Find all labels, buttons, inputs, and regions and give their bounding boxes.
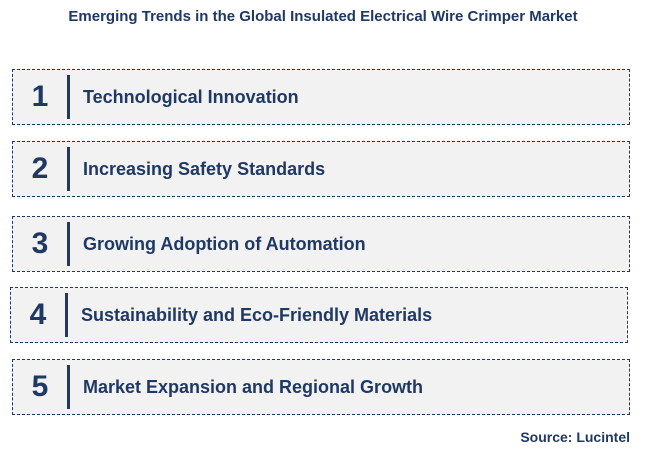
trend-item-5: 5 Market Expansion and Regional Growth: [12, 359, 630, 415]
trend-number: 4: [29, 298, 47, 331]
trend-number: 5: [31, 370, 49, 403]
trend-item-1: 1 Technological Innovation: [12, 69, 630, 125]
trend-divider: [67, 75, 70, 119]
trend-divider: [67, 365, 70, 409]
trend-item-2: 2 Increasing Safety Standards: [12, 141, 630, 197]
trend-label: Increasing Safety Standards: [83, 158, 326, 179]
page-title: Emerging Trends in the Global Insulated …: [68, 8, 578, 25]
trend-item-3: 3 Growing Adoption of Automation: [12, 216, 630, 272]
trend-label: Market Expansion and Regional Growth: [83, 376, 424, 397]
trend-divider: [67, 147, 70, 191]
trend-divider: [67, 222, 70, 266]
trend-divider: [65, 293, 68, 337]
trend-number: 1: [31, 80, 49, 113]
trend-label: Growing Adoption of Automation: [83, 233, 366, 254]
source-credit: Source: Lucintel: [520, 429, 630, 445]
trend-label: Sustainability and Eco-Friendly Material…: [81, 304, 433, 325]
trend-label: Technological Innovation: [83, 86, 299, 107]
trend-item-4: 4 Sustainability and Eco-Friendly Materi…: [10, 287, 628, 343]
trend-number: 3: [31, 227, 49, 260]
trend-number: 2: [31, 152, 49, 185]
